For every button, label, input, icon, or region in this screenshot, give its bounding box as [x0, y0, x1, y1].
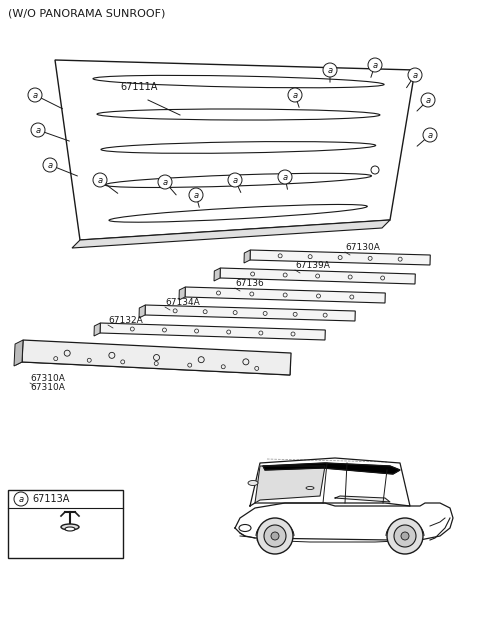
- Circle shape: [257, 518, 293, 554]
- Text: a: a: [97, 175, 103, 184]
- Polygon shape: [185, 287, 385, 303]
- Text: 67130A: 67130A: [345, 243, 380, 252]
- Text: 67136: 67136: [235, 279, 264, 288]
- Polygon shape: [179, 287, 185, 300]
- Circle shape: [43, 158, 57, 172]
- Polygon shape: [244, 250, 250, 263]
- Circle shape: [421, 93, 435, 107]
- Polygon shape: [250, 250, 430, 265]
- Ellipse shape: [61, 524, 79, 530]
- Polygon shape: [72, 220, 390, 248]
- Ellipse shape: [65, 527, 75, 531]
- Circle shape: [387, 518, 423, 554]
- Ellipse shape: [248, 481, 258, 486]
- Polygon shape: [16, 352, 23, 365]
- Circle shape: [401, 532, 409, 540]
- Polygon shape: [14, 340, 23, 366]
- Circle shape: [93, 173, 107, 187]
- Circle shape: [271, 532, 279, 540]
- Text: a: a: [282, 173, 288, 182]
- Polygon shape: [94, 323, 100, 336]
- Text: a: a: [48, 161, 53, 170]
- Text: a: a: [162, 177, 168, 186]
- Polygon shape: [255, 466, 325, 503]
- Text: a: a: [327, 65, 333, 74]
- Text: (W/O PANORAMA SUNROOF): (W/O PANORAMA SUNROOF): [8, 8, 166, 18]
- Polygon shape: [139, 305, 145, 318]
- Text: a: a: [427, 131, 432, 140]
- Polygon shape: [145, 305, 355, 321]
- Circle shape: [323, 63, 337, 77]
- Text: 67139A: 67139A: [295, 261, 330, 270]
- Text: a: a: [18, 495, 24, 504]
- Text: 67113A: 67113A: [32, 494, 70, 504]
- FancyBboxPatch shape: [8, 490, 123, 558]
- Text: 67132A: 67132A: [108, 316, 143, 325]
- Circle shape: [394, 525, 416, 547]
- Text: 67134A: 67134A: [165, 298, 200, 307]
- Circle shape: [189, 188, 203, 202]
- Circle shape: [158, 175, 172, 189]
- Circle shape: [408, 68, 422, 82]
- Circle shape: [368, 58, 382, 72]
- Circle shape: [31, 123, 45, 137]
- Polygon shape: [250, 458, 410, 506]
- Circle shape: [288, 88, 302, 102]
- Circle shape: [28, 88, 42, 102]
- Text: a: a: [193, 191, 199, 200]
- Circle shape: [228, 173, 242, 187]
- Circle shape: [264, 525, 286, 547]
- Circle shape: [423, 128, 437, 142]
- Polygon shape: [335, 496, 390, 502]
- Polygon shape: [263, 463, 400, 474]
- Text: 67111A: 67111A: [120, 82, 157, 92]
- Text: a: a: [425, 95, 431, 104]
- Text: a: a: [292, 90, 298, 99]
- Polygon shape: [100, 323, 325, 340]
- Text: a: a: [36, 125, 41, 134]
- Polygon shape: [22, 352, 290, 375]
- Text: 67310A: 67310A: [30, 374, 65, 383]
- Text: a: a: [232, 175, 238, 184]
- Text: a: a: [372, 61, 378, 70]
- Text: a: a: [33, 90, 37, 99]
- Text: 67310A: 67310A: [30, 383, 65, 392]
- Text: a: a: [412, 70, 418, 79]
- Polygon shape: [220, 268, 415, 284]
- Polygon shape: [55, 60, 415, 240]
- Polygon shape: [214, 268, 220, 281]
- Polygon shape: [22, 340, 291, 375]
- Circle shape: [14, 492, 28, 506]
- Circle shape: [278, 170, 292, 184]
